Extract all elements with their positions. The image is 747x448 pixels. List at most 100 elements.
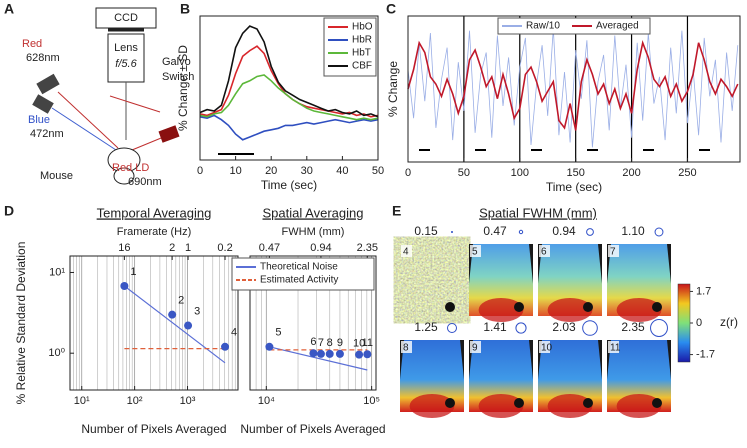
laser-diode — [158, 125, 180, 143]
map-vessel — [445, 398, 455, 408]
data-line — [407, 28, 739, 148]
x-tick-label: 50 — [458, 167, 470, 179]
x-tick-label: 10⁴ — [258, 395, 275, 407]
point-label: 10 — [353, 338, 365, 350]
map-vessel — [514, 398, 524, 408]
activation-map — [400, 340, 464, 418]
point-label: 5 — [275, 327, 281, 339]
mouse-snout — [113, 167, 135, 185]
y-axis-label: % Change — [386, 61, 400, 117]
data-point — [120, 281, 129, 290]
fwhm-kernel — [650, 319, 668, 337]
data-point — [335, 349, 344, 358]
map-surface — [469, 340, 533, 412]
x-tick-label: 20 — [265, 165, 277, 177]
map-hotspot — [616, 394, 662, 418]
fwhm-label: 2.03 — [552, 320, 576, 334]
activation-map — [538, 244, 602, 322]
x-axis-label: Number of Pixels Averaged — [81, 422, 226, 436]
top-axis-label: Framerate (Hz) — [117, 226, 192, 238]
data-point — [221, 342, 230, 351]
y-tick-label: 10¹ — [49, 266, 65, 278]
ccd-label: CCD — [114, 12, 138, 24]
legend-label: HbR — [352, 35, 372, 46]
red-led-label: Red — [22, 38, 42, 50]
data-point — [355, 350, 364, 359]
x-tick-label: 10¹ — [74, 395, 90, 407]
activation-map — [400, 244, 464, 316]
fwhm-kernel — [518, 229, 524, 235]
plot-frame — [249, 255, 377, 391]
map-vessel — [583, 302, 593, 312]
top-tick-label: 0.94 — [310, 242, 331, 254]
y-axis-label: % Relative Standard Deviation — [14, 242, 28, 405]
fwhm-kernel — [582, 320, 598, 336]
data-point — [309, 349, 318, 358]
x-tick-label: 200 — [622, 167, 640, 179]
fwhm-label: 0.15 — [414, 224, 438, 238]
point-label: 11 — [362, 337, 373, 349]
galvo-label: Galvo — [162, 56, 191, 68]
x-tick-label: 30 — [301, 165, 313, 177]
ld-beam — [109, 95, 161, 113]
map-hotspot — [547, 394, 593, 418]
map-noise — [400, 244, 464, 316]
x-tick-label: 150 — [566, 167, 584, 179]
blue-beam — [51, 107, 117, 151]
panel-label: C — [386, 1, 396, 17]
point-label: 1 — [130, 266, 136, 278]
reference-line — [269, 346, 368, 371]
fwhm-label: 2.35 — [621, 320, 645, 334]
fwhm-kernel — [515, 322, 527, 334]
lens-box — [107, 33, 145, 83]
tile-label-bg — [608, 245, 619, 257]
tile-label-bg — [608, 341, 619, 353]
x-tick-label: 0 — [405, 167, 411, 179]
data-line — [407, 39, 739, 131]
x-axis-label: Time (sec) — [261, 178, 317, 192]
legend-box — [231, 257, 375, 291]
activation-map — [469, 244, 533, 322]
x-tick-label: 250 — [678, 167, 696, 179]
tile-label-bg — [539, 245, 550, 257]
point-label: 3 — [194, 305, 200, 317]
tile-label: 8 — [403, 343, 409, 354]
data-point — [168, 310, 177, 319]
x-tick-label: 40 — [336, 165, 348, 177]
fwhm-label: 1.25 — [414, 320, 438, 334]
tile-label-bg — [401, 341, 412, 353]
galvo-label: Switch — [162, 71, 194, 83]
map-hotspot — [478, 394, 524, 418]
top-tick-label: 0.2 — [217, 242, 232, 254]
red-beam — [57, 91, 119, 149]
map-surface — [538, 340, 602, 412]
tile-label: 5 — [472, 247, 478, 258]
colorbar-tick-label: 1.7 — [696, 285, 711, 297]
fwhm-label: 1.10 — [621, 224, 645, 238]
x-tick-label: 0 — [197, 165, 203, 177]
x-axis-label: Number of Pixels Averaged — [240, 422, 385, 436]
red-led-wavelength: 628nm — [26, 52, 60, 64]
fwhm-kernel — [447, 323, 457, 333]
aperture-label: f/5.6 — [115, 58, 137, 70]
tile-label: 9 — [472, 343, 478, 354]
legend-label: HbO — [352, 22, 373, 33]
legend-label: Averaged — [596, 21, 639, 32]
data-point — [363, 350, 372, 359]
data-line — [199, 74, 379, 121]
red-ld-wavelength: 690nm — [128, 176, 162, 188]
top-tick-label: 16 — [118, 242, 130, 254]
activation-map — [538, 340, 602, 418]
tile-label: 11 — [610, 343, 621, 354]
fwhm-kernel — [654, 227, 664, 237]
tile-label-bg — [470, 341, 481, 353]
ccd-box — [95, 7, 157, 29]
legend-label: Raw/10 — [526, 21, 560, 32]
panel-label: D — [4, 203, 14, 219]
map-surface — [469, 244, 533, 316]
y-tick-label: 10⁰ — [48, 347, 65, 359]
setup-diagram: CCD Lens f/5.6 Galvo Switch Red 628nm Bl… — [22, 7, 194, 188]
point-label: 6 — [310, 336, 316, 348]
map-vessel — [583, 398, 593, 408]
